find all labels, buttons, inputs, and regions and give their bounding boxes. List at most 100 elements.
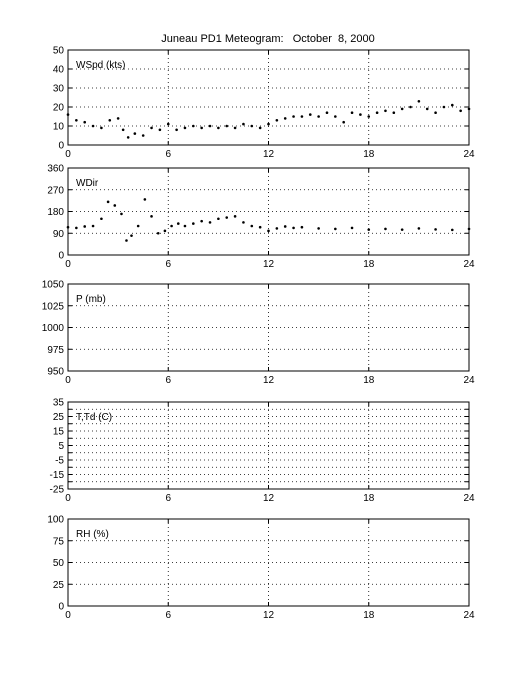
panel-4-x-tick-label: 0: [65, 493, 71, 504]
panel-1-data-point: [66, 113, 70, 116]
panel-5-y-tick-label: 50: [53, 558, 65, 569]
panel-2-data-point: [150, 215, 153, 218]
panel-2-data-point: [258, 225, 262, 229]
panel-2-x-tick-label: 0: [65, 259, 71, 270]
panel-2-data-point: [283, 225, 287, 228]
panel-2-data-point: [66, 225, 70, 229]
panel-1-data-point: [166, 122, 170, 126]
panel-2-data-point: [400, 228, 404, 231]
panel-2-data-point: [334, 227, 337, 231]
panel-4-x-tick-label: 18: [363, 493, 375, 504]
panel-1-data-point: [208, 124, 212, 128]
panel-2-data-point: [225, 216, 229, 219]
panel-2-data-point: [384, 227, 387, 231]
panel-1-data-point: [75, 119, 78, 122]
panel-4-y-tick-label: 5: [58, 441, 64, 452]
panel-1-data-point: [116, 117, 120, 120]
panel-2-data-point: [75, 226, 78, 230]
panel-3-y-tick-label: 1050: [42, 280, 65, 291]
panel-1-data-point: [375, 111, 379, 114]
panel-2-data-point: [300, 225, 304, 229]
panel-3-x-tick-label: 12: [263, 375, 275, 386]
panel-5-x-tick-label: 0: [65, 610, 71, 621]
panel-4-y-tick-label: -25: [50, 485, 65, 496]
panel-5-y-tick-label: 0: [58, 602, 64, 613]
panel-1-data-point: [250, 124, 254, 128]
panel-1-data-point: [192, 124, 195, 128]
figure-title: Juneau PD1 Meteogram: October 8, 2000: [161, 33, 375, 45]
panel-1-data-point: [334, 115, 337, 118]
panel-2-data-point: [163, 229, 167, 233]
panel-2-x-tick-label: 12: [263, 259, 275, 270]
panel-1-data-point: [258, 126, 262, 130]
panel-4-y-tick-label: 35: [53, 398, 65, 409]
panel-1-data-point: [308, 113, 312, 116]
panel-1-data-point: [126, 136, 130, 139]
panel-2-data-point: [242, 221, 245, 224]
panel-2-data-point: [143, 198, 147, 201]
panel-1-data-point: [417, 100, 421, 103]
panel-2-data-point: [120, 212, 123, 216]
panel-1-x-tick-label: 6: [165, 149, 171, 160]
panel-1-data-point: [384, 109, 387, 113]
panel-2-data-point: [367, 228, 371, 231]
panel-5-y-tick-label: 100: [47, 515, 64, 526]
panel-2-data-point: [350, 226, 354, 230]
panel-1-data-point: [400, 107, 404, 111]
panel-2-data-point: [292, 226, 295, 230]
panel-5-x-tick-label: 6: [165, 610, 171, 621]
panel-2-data-point: [91, 224, 95, 228]
panel-2-label: WDir: [76, 178, 99, 189]
panel-1-data-point: [158, 128, 162, 132]
panel-5-y-tick-label: 25: [53, 580, 65, 591]
panel-1-x-tick-label: 12: [263, 149, 275, 160]
panel-1-x-tick-label: 0: [65, 149, 71, 160]
panel-2-data-point: [233, 215, 237, 218]
panel-1-data-point: [200, 126, 203, 130]
panel-2-data-point: [183, 224, 187, 228]
panel-2-data-point: [100, 217, 103, 221]
panel-1-data-point: [317, 115, 320, 118]
panel-2-data-point: [267, 229, 270, 233]
panel-4-x-tick-label: 12: [263, 493, 275, 504]
panel-3-x-tick-label: 6: [165, 375, 171, 386]
panel-5-x-tick-label: 24: [463, 610, 475, 621]
panel-1-data-point: [183, 126, 187, 130]
panel-1-data-point: [133, 132, 137, 135]
panel-4-y-tick-label: -5: [55, 456, 64, 467]
panel-1-data-point: [425, 107, 429, 111]
panel-2-y-tick-label: 90: [53, 229, 65, 240]
panel-1-data-point: [342, 120, 345, 124]
panel-1-data-point: [359, 113, 362, 116]
panel-1-y-tick-label: 0: [58, 141, 64, 152]
panel-1-data-point: [283, 117, 287, 120]
panel-2-data-point: [208, 221, 212, 224]
panel-1-data-point: [275, 119, 279, 122]
panel-2-x-tick-label: 6: [165, 259, 171, 270]
panel-2-data-point: [130, 234, 133, 237]
panel-2-data-point: [317, 227, 320, 230]
panel-1-data-point: [434, 111, 437, 114]
panel-4-y-tick-label: -15: [50, 470, 65, 481]
panel-1-data-point: [225, 124, 229, 128]
panel-2-data-point: [434, 228, 437, 231]
panel-1-data-point: [267, 122, 270, 126]
panel-1-data-point: [467, 107, 471, 111]
panel-1-data-point: [442, 105, 446, 109]
panel-2-data-point: [170, 224, 173, 228]
panel-1-data-point: [233, 126, 237, 130]
panel-1-plot-area: [68, 50, 469, 145]
panel-2-data-point: [106, 200, 110, 204]
panel-1-data-point: [350, 111, 354, 114]
panel-2-data-point: [417, 227, 421, 230]
panel-1-data-point: [91, 124, 95, 128]
panel-5-y-tick-label: 75: [53, 536, 65, 547]
panel-3-x-tick-label: 24: [463, 375, 475, 386]
panel-2-data-point: [450, 228, 454, 232]
panel-1-data-point: [242, 122, 245, 126]
panel-1-label: WSpd (kts): [76, 60, 125, 71]
panel-5-label: RH (%): [76, 529, 109, 540]
panel-4-x-tick-label: 6: [165, 493, 171, 504]
